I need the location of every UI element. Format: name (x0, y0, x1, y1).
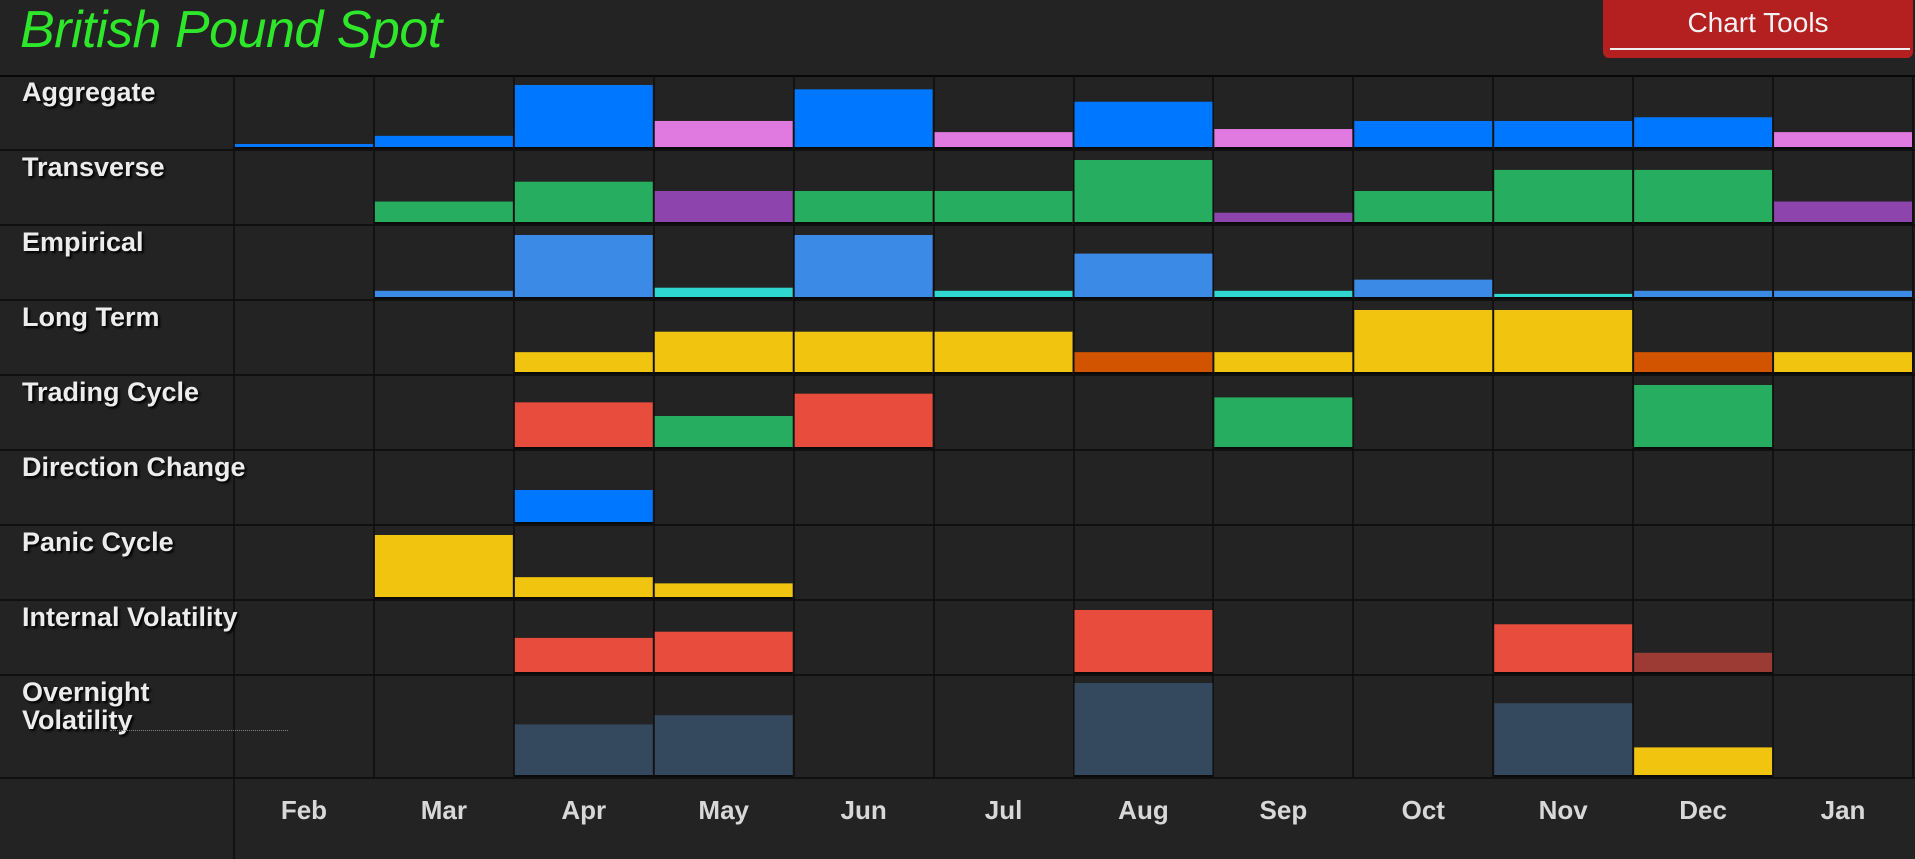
bar-aggregate-oct (1354, 120, 1493, 147)
bar-long-term-oct (1354, 310, 1493, 372)
bar-aggregate-apr (514, 85, 653, 147)
month-label-mar: Mar (420, 795, 467, 825)
month-label-sep: Sep (1259, 795, 1308, 825)
bar-transverse-apr (514, 181, 653, 222)
bar-transverse-jul (934, 191, 1073, 222)
bar-aggregate-feb (235, 144, 373, 147)
bar-transverse-mar (374, 201, 513, 222)
bar-internal-volatility-aug (1074, 610, 1213, 672)
bar-aggregate-nov (1494, 120, 1633, 147)
bar-transverse-sep (1214, 212, 1353, 222)
month-label-dec: Dec (1679, 795, 1727, 825)
bar-transverse-jun (794, 191, 933, 222)
row-label-line: Overnight (22, 677, 150, 707)
month-label-apr: Apr (561, 795, 607, 825)
bar-transverse-aug (1074, 160, 1213, 222)
row-label-direction-change: Direction Change (22, 452, 246, 482)
row-label-overnight-volatility: Overnight Volatility (22, 678, 150, 734)
bar-panic-cycle-apr (514, 577, 653, 597)
row-label-line: Volatility (22, 705, 133, 735)
chart-tools-underline (1610, 48, 1910, 50)
bar-aggregate-sep (1214, 129, 1353, 147)
bar-long-term-dec (1634, 352, 1773, 372)
bar-aggregate-jul (934, 132, 1073, 147)
month-label-jul: Jul (984, 795, 1023, 825)
bar-aggregate-dec (1634, 117, 1773, 147)
row-label-trading-cycle: Trading Cycle (22, 377, 200, 407)
bar-internal-volatility-apr (514, 637, 653, 672)
bar-empirical-aug (1074, 253, 1213, 297)
bar-empirical-jun (794, 235, 933, 297)
month-label-jan: Jan (1820, 795, 1866, 825)
bar-long-term-jan (1774, 352, 1912, 372)
bar-overnight-volatility-may (654, 715, 793, 775)
bar-aggregate-mar (374, 135, 513, 147)
bar-long-term-apr (514, 352, 653, 372)
bar-long-term-aug (1074, 352, 1213, 372)
bar-internal-volatility-dec (1634, 652, 1773, 672)
month-label-feb: Feb (280, 795, 328, 825)
bar-transverse-dec (1634, 169, 1773, 222)
bar-empirical-jan (1774, 290, 1912, 297)
bar-empirical-jul (934, 290, 1073, 297)
bar-overnight-volatility-dec (1634, 747, 1773, 775)
bar-aggregate-jan (1774, 132, 1912, 147)
label-dotted-line (110, 730, 288, 731)
bar-direction-change-apr (514, 490, 653, 522)
bar-long-term-jun (794, 331, 933, 372)
bar-empirical-mar (374, 290, 513, 297)
row-label-long-term: Long Term (22, 302, 160, 332)
bar-panic-cycle-mar (374, 535, 513, 597)
bar-trading-cycle-sep (1214, 397, 1353, 447)
month-label-oct: Oct (1401, 795, 1445, 825)
bar-internal-volatility-nov (1494, 624, 1633, 672)
chart-tools-label: Chart Tools (1687, 7, 1829, 38)
month-label-jun: Jun (840, 795, 887, 825)
bar-empirical-sep (1214, 290, 1353, 297)
bar-transverse-oct (1354, 191, 1493, 222)
bar-panic-cycle-may (654, 583, 793, 597)
bar-trading-cycle-may (654, 416, 793, 447)
row-label-panic-cycle: Panic Cycle (22, 527, 174, 557)
row-label-empirical: Empirical (22, 227, 144, 257)
month-label-nov: Nov (1538, 795, 1588, 825)
bar-long-term-sep (1214, 352, 1353, 372)
row-label-internal-volatility: Internal Volatility (22, 602, 238, 632)
bar-aggregate-jun (794, 89, 933, 147)
bar-aggregate-aug (1074, 101, 1213, 147)
bar-transverse-nov (1494, 169, 1633, 222)
bar-empirical-may (654, 287, 793, 297)
chart-tools-button[interactable]: Chart Tools (1603, 0, 1913, 58)
bar-empirical-oct (1354, 279, 1493, 297)
month-label-may: May (698, 795, 749, 825)
row-label-transverse: Transverse (22, 152, 165, 182)
bar-long-term-jul (934, 331, 1073, 372)
bar-trading-cycle-jun (794, 393, 933, 447)
bar-aggregate-may (654, 120, 793, 147)
bar-long-term-nov (1494, 310, 1633, 372)
bar-empirical-nov (1494, 293, 1633, 297)
bar-empirical-dec (1634, 290, 1773, 297)
bar-empirical-apr (514, 235, 653, 297)
row-label-aggregate: Aggregate (22, 77, 156, 107)
page-title: British Pound Spot (20, 1, 442, 59)
bar-long-term-may (654, 331, 793, 372)
bar-overnight-volatility-nov (1494, 703, 1633, 775)
bar-trading-cycle-apr (514, 402, 653, 447)
bar-overnight-volatility-aug (1074, 683, 1213, 775)
bar-transverse-may (654, 191, 793, 222)
month-label-aug: Aug (1118, 795, 1169, 825)
bar-internal-volatility-may (654, 631, 793, 672)
bar-overnight-volatility-apr (514, 724, 653, 775)
bar-transverse-jan (1774, 201, 1912, 222)
bar-trading-cycle-dec (1634, 385, 1773, 447)
